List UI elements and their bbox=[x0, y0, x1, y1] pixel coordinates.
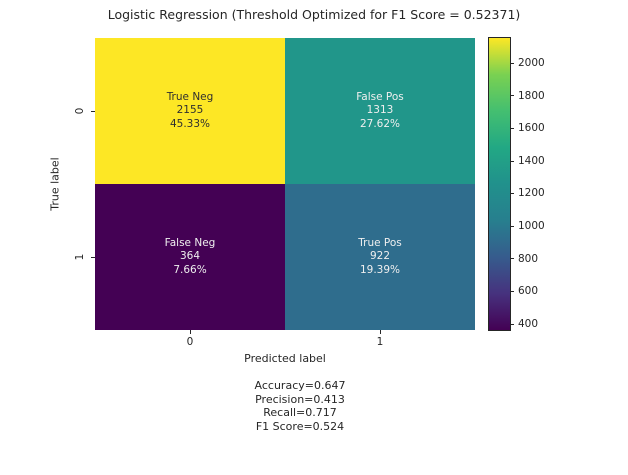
colorbar-tick-mark bbox=[510, 95, 514, 97]
cell-false-pos: False Pos 1313 27.62% bbox=[285, 38, 475, 184]
y-axis-label: True label bbox=[48, 157, 62, 211]
cell-percent: 45.33% bbox=[169, 117, 211, 130]
colorbar-tick-mark bbox=[510, 258, 514, 260]
colorbar-tick-mark bbox=[510, 225, 514, 227]
metric-precision: Precision=0.413 bbox=[255, 392, 345, 406]
x-tick-1: 1 bbox=[376, 336, 384, 348]
x-tick-mark bbox=[190, 330, 191, 334]
colorbar-gradient bbox=[488, 37, 511, 331]
cell-count: 364 bbox=[179, 250, 201, 263]
colorbar-tick-label: 1400 bbox=[518, 154, 545, 167]
cell-true-neg: True Neg 2155 45.33% bbox=[95, 38, 285, 184]
cell-label: False Neg bbox=[164, 236, 216, 249]
heatmap: True Neg 2155 45.33% False Pos 1313 27.6… bbox=[95, 38, 475, 330]
colorbar: 2000 1800 1600 1400 1200 1000 800 600 400 bbox=[488, 37, 545, 331]
cell-label: True Pos bbox=[358, 236, 402, 249]
cell-count: 922 bbox=[369, 250, 391, 263]
cell-percent: 27.62% bbox=[359, 117, 401, 130]
cell-percent: 19.39% bbox=[359, 263, 401, 276]
metric-accuracy: Accuracy=0.647 bbox=[254, 379, 346, 392]
colorbar-tick-label: 800 bbox=[518, 252, 539, 265]
x-tick-0: 0 bbox=[186, 336, 194, 348]
colorbar-tick-mark bbox=[510, 323, 514, 325]
colorbar-tick-mark bbox=[510, 160, 514, 162]
metric-recall: Recall=0.717 bbox=[263, 406, 337, 419]
cell-label: True Neg bbox=[166, 90, 214, 103]
cell-count: 2155 bbox=[176, 104, 204, 117]
x-axis-label: Predicted label bbox=[244, 352, 326, 365]
colorbar-tick-label: 2000 bbox=[518, 57, 545, 70]
colorbar-tick-label: 1600 bbox=[518, 122, 545, 135]
colorbar-tick-mark bbox=[510, 291, 514, 293]
colorbar-tick-mark bbox=[510, 193, 514, 195]
cell-count: 1313 bbox=[366, 104, 394, 117]
y-tick-mark bbox=[91, 257, 95, 258]
colorbar-tick-mark bbox=[510, 128, 514, 129]
metrics-text: Accuracy=0.647 Precision=0.413 Recall=0.… bbox=[0, 379, 600, 433]
cell-false-neg: False Neg 364 7.66% bbox=[95, 184, 285, 330]
cell-label: False Pos bbox=[356, 90, 404, 103]
metric-f1: F1 Score=0.524 bbox=[255, 419, 345, 433]
x-tick-mark bbox=[380, 330, 381, 334]
y-tick-1: 1 bbox=[74, 253, 86, 261]
cell-true-pos: True Pos 922 19.39% bbox=[285, 184, 475, 330]
colorbar-tick-label: 400 bbox=[518, 317, 539, 330]
cell-percent: 7.66% bbox=[173, 263, 207, 276]
colorbar-tick-label: 1800 bbox=[518, 89, 545, 102]
colorbar-tick-label: 600 bbox=[518, 285, 539, 298]
colorbar-tick-label: 1200 bbox=[518, 187, 545, 200]
chart-title: Logistic Regression (Threshold Optimized… bbox=[107, 7, 521, 22]
y-tick-mark bbox=[91, 111, 95, 112]
colorbar-tick-label: 1000 bbox=[518, 220, 545, 233]
colorbar-tick-mark bbox=[510, 62, 514, 64]
colorbar-ticks: 2000 1800 1600 1400 1200 1000 800 600 400 bbox=[510, 38, 570, 330]
y-tick-0: 0 bbox=[74, 107, 86, 115]
